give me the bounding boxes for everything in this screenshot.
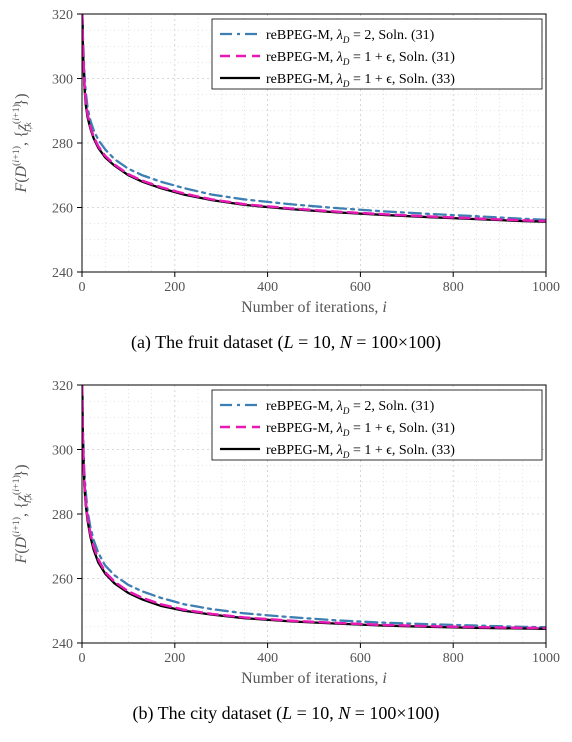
legend-label: reBPEG-M, λD = 1 + ϵ, Soln. (33) [266, 443, 455, 460]
x-tick-label: 400 [257, 651, 278, 666]
y-tick-label: 260 [52, 573, 73, 588]
caption-text: = 10, [294, 332, 340, 352]
y-tick-label: 240 [52, 637, 73, 652]
y-axis-label: F(D(i+1), {z(i+1)l,k}) [11, 464, 34, 564]
y-tick-label: 240 [52, 266, 73, 281]
y-tick-label: 300 [52, 73, 73, 88]
chart: 0 200 400 600 800 1000 240 260 280 300 320 Number o… [0, 371, 572, 691]
x-tick-label: 0 [79, 651, 86, 666]
caption-var-L: L [284, 332, 294, 352]
svg-text:F(D(i+1), {z(i+1)l,k}): F(D(i+1), {z(i+1)l,k}) [11, 464, 34, 564]
x-axis-label: Number of iterations, i [241, 670, 387, 687]
x-tick-label: 600 [350, 651, 371, 666]
legend-label: reBPEG-M, λD = 1 + ϵ, Soln. (31) [266, 421, 455, 438]
legend-label: reBPEG-M, λD = 1 + ϵ, Soln. (33) [266, 72, 455, 89]
caption-var-L: L [282, 703, 292, 723]
y-tick-label: 280 [52, 508, 73, 523]
x-axis-label: Number of iterations, i [241, 299, 387, 316]
y-axis-label: F(D(i+1), {z(i+1)l,k}) [11, 93, 34, 193]
panel: 0 200 400 600 800 1000 240 260 280 300 320 Number o… [0, 0, 572, 371]
y-tick-label: 320 [52, 379, 73, 394]
caption-text: = 10, [292, 703, 338, 723]
legend-label: reBPEG-M, λD = 2, Soln. (31) [266, 28, 435, 45]
caption-text: = 100×100) [352, 332, 441, 352]
legend-label: reBPEG-M, λD = 2, Soln. (31) [266, 399, 435, 416]
x-tick-label: 1000 [532, 280, 560, 295]
caption-text: (a) The fruit dataset ( [131, 332, 284, 352]
caption-text: (b) The city dataset ( [132, 703, 282, 723]
panel-caption: (a) The fruit dataset (L = 10, N = 100×1… [0, 332, 572, 353]
x-tick-label: 200 [164, 651, 185, 666]
caption-text: = 100×100) [350, 703, 439, 723]
legend-label: reBPEG-M, λD = 1 + ϵ, Soln. (31) [266, 50, 455, 67]
svg-text:F(D(i+1), {z(i+1)l,k}): F(D(i+1), {z(i+1)l,k}) [11, 93, 34, 193]
panel-caption: (b) The city dataset (L = 10, N = 100×10… [0, 703, 572, 724]
caption-var-N: N [340, 332, 352, 352]
figure: 0 200 400 600 800 1000 240 260 280 300 320 Number o… [0, 0, 572, 742]
y-tick-label: 320 [52, 8, 73, 23]
y-tick-label: 260 [52, 202, 73, 217]
y-tick-label: 300 [52, 444, 73, 459]
x-tick-label: 1000 [532, 651, 560, 666]
chart: 0 200 400 600 800 1000 240 260 280 300 320 Number o… [0, 0, 572, 320]
legend: reBPEG-M, λD = 2, Soln. (31) reBPEG-M, λD… [212, 19, 542, 89]
legend: reBPEG-M, λD = 2, Soln. (31) reBPEG-M, λD… [212, 390, 542, 460]
x-tick-label: 200 [164, 280, 185, 295]
caption-var-N: N [338, 703, 350, 723]
panel: 0 200 400 600 800 1000 240 260 280 300 320 Number o… [0, 371, 572, 742]
x-tick-label: 800 [443, 280, 464, 295]
x-tick-label: 400 [257, 280, 278, 295]
x-tick-label: 600 [350, 280, 371, 295]
y-tick-label: 280 [52, 137, 73, 152]
x-tick-label: 800 [443, 651, 464, 666]
x-tick-label: 0 [79, 280, 86, 295]
